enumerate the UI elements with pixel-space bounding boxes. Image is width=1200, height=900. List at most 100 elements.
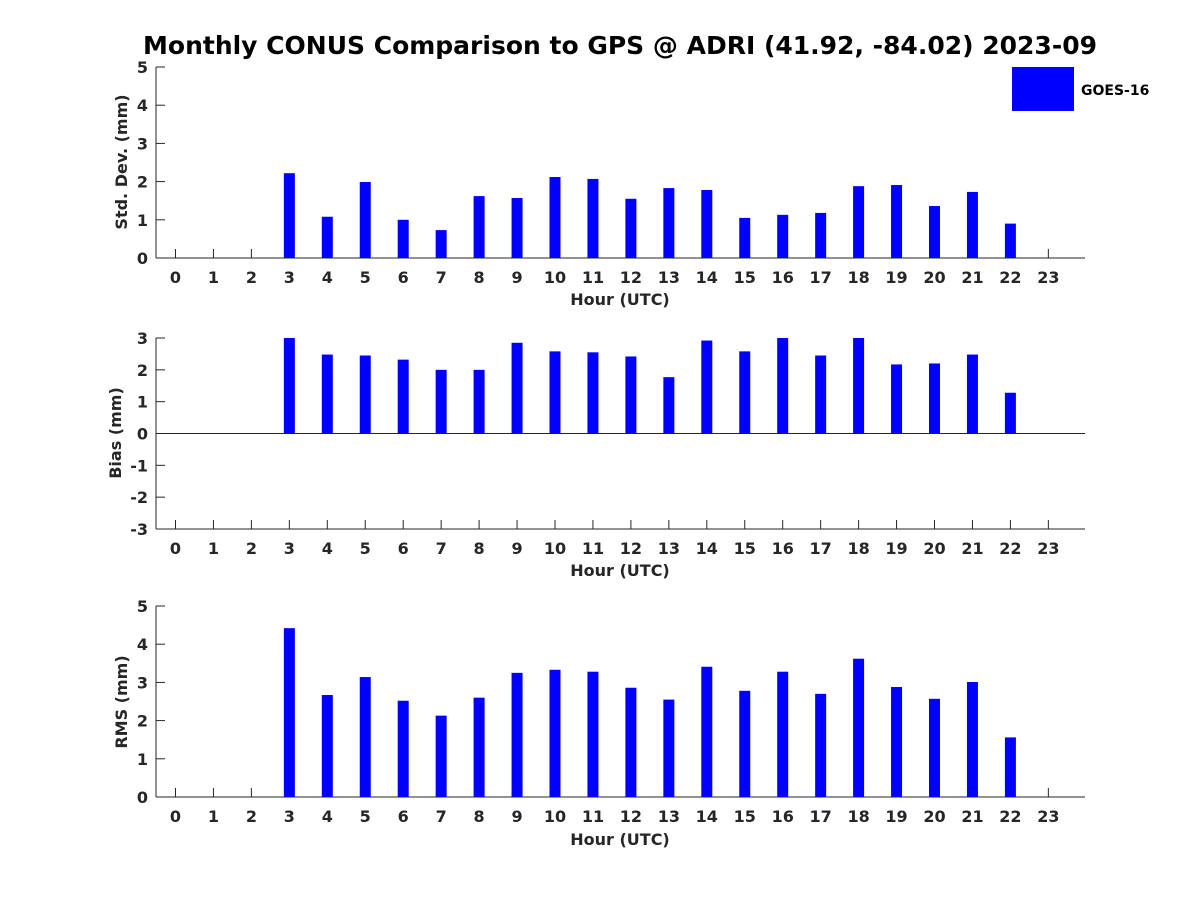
std-dev-bar-hour-12 [625, 198, 637, 258]
std-dev-y-tick-label: 0 [137, 249, 148, 268]
std-dev-bar-hour-3 [283, 173, 295, 258]
rms-x-tick-label: 20 [923, 807, 945, 826]
bias-x-tick-label: 13 [658, 539, 680, 558]
bias-x-tick-label: 3 [284, 539, 295, 558]
std-dev-bar-hour-9 [511, 198, 523, 258]
bias-bar-hour-22 [1004, 392, 1016, 434]
std-dev-bar-hour-14 [701, 190, 713, 258]
bias-y-tick-label: -2 [130, 488, 148, 507]
rms-bar-hour-10 [549, 669, 561, 797]
bias-bar-hour-11 [587, 352, 599, 434]
rms-x-tick-label: 0 [170, 807, 181, 826]
std-dev-x-tick-label: 11 [582, 268, 604, 287]
bias-bar-hour-9 [511, 342, 523, 434]
rms-x-tick-label: 6 [398, 807, 409, 826]
std-dev-bar-hour-5 [359, 181, 371, 258]
std-dev-x-tick-label: 20 [923, 268, 945, 287]
std-dev-x-tick-label: 10 [544, 268, 566, 287]
rms-x-tick-label: 5 [360, 807, 371, 826]
std-dev-y-tick-label: 2 [137, 173, 148, 192]
rms-bar-hour-8 [473, 697, 485, 797]
legend: GOES-16 [1012, 67, 1149, 111]
rms-x-tick-label: 19 [885, 807, 907, 826]
std-dev-bar-hour-20 [929, 206, 940, 258]
rms-x-tick-label: 8 [474, 807, 485, 826]
rms-x-tick-label: 14 [696, 807, 718, 826]
rms-x-tick-label: 9 [511, 807, 522, 826]
bias-bar-hour-13 [663, 377, 675, 434]
rms-y-tick-label: 3 [137, 673, 148, 692]
rms-bar-hour-4 [321, 695, 333, 797]
bias-x-tick-label: 8 [474, 539, 485, 558]
bias-x-tick-label: 22 [999, 539, 1021, 558]
bias-y-tick-label: -3 [130, 520, 148, 539]
std-dev-x-tick-label: 6 [398, 268, 409, 287]
std-dev-bar-hour-16 [777, 214, 789, 258]
std-dev-bar-hour-13 [663, 188, 675, 258]
std-dev-x-tick-label: 14 [696, 268, 718, 287]
std-dev-x-tick-label: 1 [208, 268, 219, 287]
rms-x-tick-label: 17 [810, 807, 832, 826]
bias-x-tick-label: 17 [810, 539, 832, 558]
bias-x-tick-label: 16 [772, 539, 794, 558]
rms-x-tick-label: 16 [772, 807, 794, 826]
bias-x-tick-label: 10 [544, 539, 566, 558]
std-dev-bar-hour-17 [815, 212, 827, 258]
bias-y-tick-label: 1 [137, 393, 148, 412]
std-dev-bar-hour-15 [739, 217, 751, 258]
rms-x-tick-label: 21 [961, 807, 983, 826]
std-dev-x-tick-label: 2 [246, 268, 257, 287]
bias-bar-hour-17 [815, 355, 827, 434]
bias-bar-hour-8 [473, 369, 485, 434]
chart-title: Monthly CONUS Comparison to GPS @ ADRI (… [143, 31, 1097, 60]
bias-bar-hour-7 [435, 369, 447, 434]
rms-x-tick-label: 3 [284, 807, 295, 826]
rms-x-tick-label: 2 [246, 807, 257, 826]
rms-bar-hour-6 [397, 700, 409, 797]
std-dev-x-tick-label: 21 [961, 268, 983, 287]
std-dev-bar-hour-18 [853, 186, 865, 258]
bias-bar-hour-10 [549, 351, 561, 434]
rms-x-tick-label: 10 [544, 807, 566, 826]
rms-bar-hour-19 [891, 686, 903, 797]
legend-swatch-goes-16 [1012, 67, 1074, 111]
rms-x-tick-label: 15 [734, 807, 756, 826]
std-dev-x-tick-label: 8 [474, 268, 485, 287]
bias-y-tick-label: 3 [137, 329, 148, 348]
rms-x-tick-label: 23 [1037, 807, 1059, 826]
rms-bar-hour-15 [739, 690, 751, 797]
std-dev-bar-hour-7 [435, 230, 447, 258]
std-dev-bar-hour-11 [587, 178, 599, 258]
rms-bar-hour-17 [815, 693, 827, 797]
std-dev-y-tick-label: 4 [137, 96, 148, 115]
bias-x-tick-label: 21 [961, 539, 983, 558]
rms-x-tick-label: 13 [658, 807, 680, 826]
rms-bar-hour-21 [966, 682, 978, 797]
std-dev-x-tick-label: 13 [658, 268, 680, 287]
rms-y-tick-label: 4 [137, 635, 148, 654]
bias-x-tick-label: 19 [885, 539, 907, 558]
rms-bar-hour-12 [625, 687, 637, 797]
bias-bar-hour-16 [777, 338, 789, 434]
std-dev-bar-hour-10 [549, 177, 561, 258]
rms-x-tick-label: 11 [582, 807, 604, 826]
rms-bar-hour-13 [663, 699, 675, 797]
std-dev-bar-hour-6 [397, 219, 409, 258]
std-dev-x-tick-label: 15 [734, 268, 756, 287]
std-dev-bar-hour-4 [321, 216, 333, 258]
bias-x-tick-label: 6 [398, 539, 409, 558]
std-dev-x-tick-label: 19 [885, 268, 907, 287]
std-dev-x-tick-label: 0 [170, 268, 181, 287]
bias-y-tick-label: -1 [130, 456, 148, 475]
rms-x-tick-label: 1 [208, 807, 219, 826]
bias-bar-hour-19 [891, 364, 903, 434]
std-dev-x-tick-label: 4 [322, 268, 333, 287]
bias-x-tick-label: 0 [170, 539, 181, 558]
bias-x-tick-label: 14 [696, 539, 718, 558]
std-dev-x-tick-label: 5 [360, 268, 371, 287]
bias-bar-hour-14 [701, 340, 713, 434]
bias-x-tick-label: 7 [436, 539, 447, 558]
rms-x-tick-label: 22 [999, 807, 1021, 826]
